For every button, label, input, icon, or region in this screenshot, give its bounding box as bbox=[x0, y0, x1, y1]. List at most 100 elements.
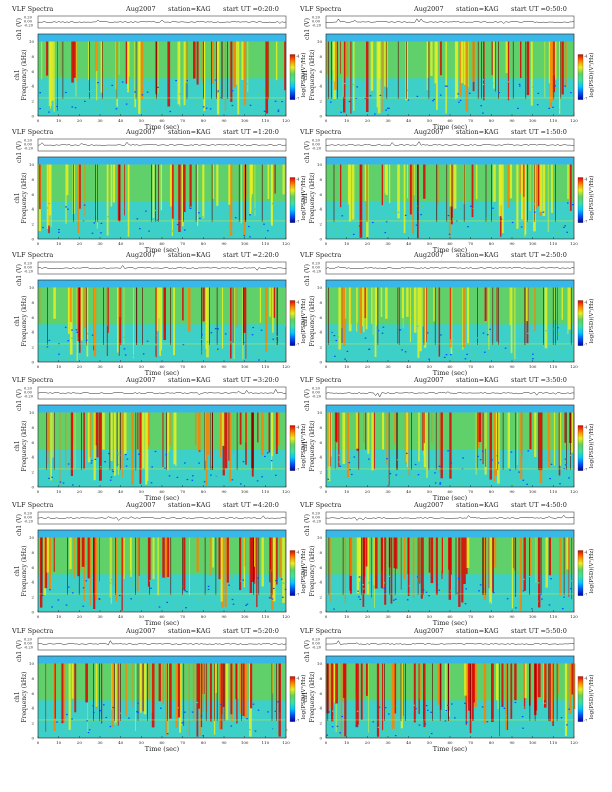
noise-speckle bbox=[85, 344, 88, 346]
noise-speckle bbox=[272, 338, 275, 340]
noise-speckle bbox=[125, 465, 128, 467]
spectrogram-panel-7: VLF Spectra Aug2007 station=KAG start UT =3… bbox=[11, 376, 307, 502]
noise-speckle bbox=[119, 712, 121, 714]
ch1-y-axis-label: ch1 (V) bbox=[16, 640, 23, 662]
noise-speckle bbox=[492, 95, 495, 97]
sferic-streak bbox=[138, 537, 140, 576]
x-tick-label: 30 bbox=[97, 740, 103, 745]
sferic-streak bbox=[250, 663, 253, 709]
sferic-streak bbox=[430, 41, 433, 76]
ch1-y-tick-label: 0.00 bbox=[24, 516, 32, 520]
sferic-streak bbox=[449, 412, 452, 479]
noise-speckle bbox=[87, 333, 89, 335]
sferic-streak bbox=[156, 287, 159, 331]
sferic-line bbox=[529, 663, 531, 721]
sferic-streak bbox=[344, 663, 347, 737]
noise-speckle bbox=[555, 232, 557, 234]
noise-speckle bbox=[148, 236, 151, 238]
sferic-streak bbox=[197, 412, 201, 453]
x-tick-label: 10 bbox=[56, 740, 62, 745]
noise-speckle bbox=[99, 466, 102, 468]
noise-speckle bbox=[331, 726, 334, 728]
ch1-y-axis-label: ch1 (V) bbox=[304, 18, 311, 40]
sferic-streak bbox=[245, 287, 247, 359]
colorbar-tick-label: -4 bbox=[584, 551, 588, 555]
noise-speckle bbox=[491, 459, 493, 461]
sferic-line bbox=[136, 287, 138, 345]
sferic-streak bbox=[372, 287, 374, 335]
sferic-streak bbox=[71, 663, 74, 699]
sferic-line bbox=[47, 287, 48, 345]
ch1-y-tick-label: 0.00 bbox=[312, 143, 320, 147]
noise-speckle bbox=[537, 600, 539, 602]
noise-speckle bbox=[181, 722, 184, 724]
x-tick-label: 110 bbox=[262, 241, 270, 246]
noise-speckle bbox=[246, 83, 248, 85]
sferic-streak bbox=[483, 41, 485, 101]
sferic-streak bbox=[242, 663, 245, 716]
sferic-streak bbox=[356, 287, 358, 323]
sferic-streak bbox=[466, 537, 470, 568]
sferic-line bbox=[214, 663, 215, 721]
noise-speckle bbox=[335, 228, 337, 230]
noise-speckle bbox=[88, 718, 91, 720]
colorbar bbox=[289, 676, 296, 722]
noise-speckle bbox=[337, 108, 340, 110]
sferic-streak bbox=[441, 537, 443, 579]
noise-speckle bbox=[566, 724, 568, 726]
sferic-streak bbox=[135, 663, 136, 732]
cutoff-band bbox=[326, 280, 574, 288]
sferic-streak bbox=[351, 164, 355, 220]
sferic-line bbox=[515, 412, 517, 470]
sferic-streak bbox=[220, 663, 223, 715]
noise-speckle bbox=[55, 336, 58, 339]
sferic-streak bbox=[59, 412, 61, 487]
y-tick-label: 4 bbox=[319, 207, 322, 212]
sferic-streak bbox=[249, 537, 253, 593]
x-tick-label: 80 bbox=[489, 740, 495, 745]
noise-speckle bbox=[569, 454, 572, 457]
sferic-streak bbox=[276, 537, 278, 585]
sferic-streak bbox=[46, 537, 50, 573]
sferic-line bbox=[439, 663, 441, 721]
noise-speckle bbox=[533, 211, 536, 213]
sferic-streak bbox=[516, 164, 519, 229]
noise-speckle bbox=[272, 728, 275, 730]
noise-speckle bbox=[511, 724, 514, 726]
sferic-streak bbox=[87, 537, 91, 579]
noise-speckle bbox=[106, 104, 109, 106]
noise-speckle bbox=[142, 82, 145, 84]
noise-speckle bbox=[72, 590, 74, 592]
sferic-streak bbox=[510, 287, 513, 354]
noise-speckle bbox=[76, 337, 79, 339]
channel-label: ch1 bbox=[14, 565, 21, 576]
noise-speckle bbox=[168, 475, 171, 477]
sferic-streak bbox=[564, 412, 567, 443]
sferic-line bbox=[212, 412, 213, 470]
sferic-streak bbox=[79, 164, 81, 209]
ch1-y-tick-label: 0.20 bbox=[312, 262, 320, 266]
sferic-streak bbox=[271, 412, 273, 471]
sferic-line bbox=[46, 412, 47, 470]
ch1-y-tick-label: 0.20 bbox=[312, 139, 320, 143]
x-tick-label: 80 bbox=[201, 364, 207, 369]
x-tick-label: 70 bbox=[180, 489, 186, 494]
sferic-streak bbox=[374, 412, 375, 469]
noise-speckle bbox=[560, 717, 563, 719]
sferic-line bbox=[560, 41, 562, 99]
sferic-streak bbox=[138, 41, 141, 114]
colorbar-tick-label: -7 bbox=[584, 468, 587, 472]
noise-speckle bbox=[395, 705, 398, 707]
sferic-streak bbox=[389, 164, 391, 204]
noise-speckle bbox=[184, 711, 186, 713]
colorbar-tick-label: -4 bbox=[296, 426, 300, 430]
noise-speckle bbox=[358, 576, 361, 578]
x-tick-label: 0 bbox=[37, 740, 40, 745]
x-tick-label: 70 bbox=[180, 614, 186, 619]
x-tick-label: 20 bbox=[77, 364, 83, 369]
noise-speckle bbox=[210, 733, 212, 735]
sferic-streak bbox=[382, 663, 384, 731]
sferic-streak bbox=[162, 663, 164, 705]
sferic-line bbox=[245, 164, 247, 222]
noise-speckle bbox=[395, 474, 398, 476]
